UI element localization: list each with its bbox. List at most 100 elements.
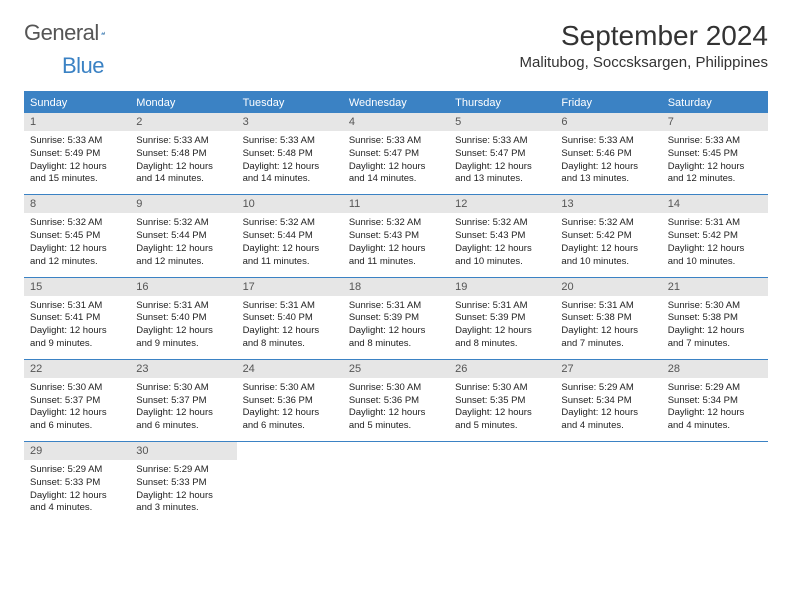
sunset-line: Sunset: 5:47 PM (455, 148, 549, 161)
daylight-line: Daylight: 12 hours and 4 minutes. (561, 407, 655, 433)
sunrise-line: Sunrise: 5:30 AM (30, 382, 124, 395)
sunset-line: Sunset: 5:40 PM (136, 312, 230, 325)
sunset-line: Sunset: 5:33 PM (30, 477, 124, 490)
sunrise-line: Sunrise: 5:33 AM (561, 135, 655, 148)
sunset-line: Sunset: 5:39 PM (349, 312, 443, 325)
day-number: 13 (555, 195, 661, 213)
day-number: 27 (555, 360, 661, 378)
sunset-line: Sunset: 5:34 PM (668, 395, 762, 408)
sunrise-line: Sunrise: 5:31 AM (668, 217, 762, 230)
sunrise-line: Sunrise: 5:33 AM (243, 135, 337, 148)
day-number: 18 (343, 278, 449, 296)
dow-header: Tuesday (237, 93, 343, 113)
daylight-line: Daylight: 12 hours and 10 minutes. (561, 243, 655, 269)
dow-row: SundayMondayTuesdayWednesdayThursdayFrid… (24, 93, 768, 113)
day-cell: Sunrise: 5:30 AMSunset: 5:35 PMDaylight:… (449, 378, 555, 441)
sunset-line: Sunset: 5:37 PM (136, 395, 230, 408)
daylight-line: Daylight: 12 hours and 13 minutes. (455, 161, 549, 187)
brand-name-1: General (24, 20, 99, 46)
sunrise-line: Sunrise: 5:32 AM (455, 217, 549, 230)
dow-header: Thursday (449, 93, 555, 113)
week-row: 1234567Sunrise: 5:33 AMSunset: 5:49 PMDa… (24, 113, 768, 195)
day-number: 15 (24, 278, 130, 296)
day-cell: Sunrise: 5:30 AMSunset: 5:36 PMDaylight:… (343, 378, 449, 441)
logo-icon (101, 25, 105, 41)
sunrise-line: Sunrise: 5:32 AM (30, 217, 124, 230)
week-row: 891011121314Sunrise: 5:32 AMSunset: 5:45… (24, 195, 768, 277)
sunset-line: Sunset: 5:43 PM (349, 230, 443, 243)
daylight-line: Daylight: 12 hours and 10 minutes. (455, 243, 549, 269)
day-number: 14 (662, 195, 768, 213)
day-cell: Sunrise: 5:32 AMSunset: 5:43 PMDaylight:… (449, 213, 555, 276)
sunrise-line: Sunrise: 5:33 AM (136, 135, 230, 148)
day-number (343, 442, 449, 460)
sunrise-line: Sunrise: 5:29 AM (30, 464, 124, 477)
week-row: 15161718192021Sunrise: 5:31 AMSunset: 5:… (24, 278, 768, 360)
day-cell (449, 460, 555, 523)
day-cell: Sunrise: 5:31 AMSunset: 5:39 PMDaylight:… (343, 296, 449, 359)
sunrise-line: Sunrise: 5:30 AM (455, 382, 549, 395)
sunrise-line: Sunrise: 5:32 AM (243, 217, 337, 230)
day-cell: Sunrise: 5:29 AMSunset: 5:33 PMDaylight:… (24, 460, 130, 523)
dow-header: Sunday (24, 93, 130, 113)
day-cell: Sunrise: 5:33 AMSunset: 5:48 PMDaylight:… (237, 131, 343, 194)
day-number: 4 (343, 113, 449, 131)
sunset-line: Sunset: 5:48 PM (243, 148, 337, 161)
sunset-line: Sunset: 5:42 PM (561, 230, 655, 243)
day-number: 17 (237, 278, 343, 296)
day-number: 6 (555, 113, 661, 131)
dow-header: Saturday (662, 93, 768, 113)
day-number (237, 442, 343, 460)
day-number: 22 (24, 360, 130, 378)
day-cell: Sunrise: 5:30 AMSunset: 5:36 PMDaylight:… (237, 378, 343, 441)
daylight-line: Daylight: 12 hours and 6 minutes. (243, 407, 337, 433)
day-cell: Sunrise: 5:32 AMSunset: 5:44 PMDaylight:… (130, 213, 236, 276)
day-number (449, 442, 555, 460)
daylight-line: Daylight: 12 hours and 7 minutes. (668, 325, 762, 351)
sunrise-line: Sunrise: 5:30 AM (243, 382, 337, 395)
daylight-line: Daylight: 12 hours and 7 minutes. (561, 325, 655, 351)
sunset-line: Sunset: 5:44 PM (243, 230, 337, 243)
sunset-line: Sunset: 5:36 PM (349, 395, 443, 408)
daylight-line: Daylight: 12 hours and 5 minutes. (349, 407, 443, 433)
day-number: 23 (130, 360, 236, 378)
sunrise-line: Sunrise: 5:30 AM (349, 382, 443, 395)
daylight-line: Daylight: 12 hours and 14 minutes. (349, 161, 443, 187)
daylight-line: Daylight: 12 hours and 4 minutes. (668, 407, 762, 433)
sunset-line: Sunset: 5:33 PM (136, 477, 230, 490)
sunrise-line: Sunrise: 5:31 AM (136, 300, 230, 313)
daylight-line: Daylight: 12 hours and 13 minutes. (561, 161, 655, 187)
day-cell: Sunrise: 5:32 AMSunset: 5:42 PMDaylight:… (555, 213, 661, 276)
sunrise-line: Sunrise: 5:31 AM (561, 300, 655, 313)
day-cell: Sunrise: 5:33 AMSunset: 5:45 PMDaylight:… (662, 131, 768, 194)
daylight-line: Daylight: 12 hours and 10 minutes. (668, 243, 762, 269)
day-cell: Sunrise: 5:33 AMSunset: 5:47 PMDaylight:… (449, 131, 555, 194)
sunrise-line: Sunrise: 5:32 AM (349, 217, 443, 230)
day-number: 26 (449, 360, 555, 378)
day-cell: Sunrise: 5:31 AMSunset: 5:42 PMDaylight:… (662, 213, 768, 276)
sunrise-line: Sunrise: 5:32 AM (561, 217, 655, 230)
sunset-line: Sunset: 5:40 PM (243, 312, 337, 325)
dow-header: Friday (555, 93, 661, 113)
sunset-line: Sunset: 5:34 PM (561, 395, 655, 408)
sunrise-line: Sunrise: 5:30 AM (668, 300, 762, 313)
sunrise-line: Sunrise: 5:33 AM (30, 135, 124, 148)
day-cell: Sunrise: 5:31 AMSunset: 5:39 PMDaylight:… (449, 296, 555, 359)
day-cell: Sunrise: 5:30 AMSunset: 5:37 PMDaylight:… (24, 378, 130, 441)
day-number: 7 (662, 113, 768, 131)
day-cell: Sunrise: 5:29 AMSunset: 5:34 PMDaylight:… (662, 378, 768, 441)
day-cell: Sunrise: 5:33 AMSunset: 5:47 PMDaylight:… (343, 131, 449, 194)
daylight-line: Daylight: 12 hours and 12 minutes. (136, 243, 230, 269)
daylight-line: Daylight: 12 hours and 9 minutes. (30, 325, 124, 351)
sunset-line: Sunset: 5:41 PM (30, 312, 124, 325)
sunrise-line: Sunrise: 5:31 AM (243, 300, 337, 313)
calendar: SundayMondayTuesdayWednesdayThursdayFrid… (24, 91, 768, 523)
day-number: 3 (237, 113, 343, 131)
day-number (662, 442, 768, 460)
day-cell: Sunrise: 5:31 AMSunset: 5:40 PMDaylight:… (237, 296, 343, 359)
daylight-line: Daylight: 12 hours and 11 minutes. (349, 243, 443, 269)
sunset-line: Sunset: 5:38 PM (561, 312, 655, 325)
dow-header: Monday (130, 93, 236, 113)
day-number: 2 (130, 113, 236, 131)
sunset-line: Sunset: 5:48 PM (136, 148, 230, 161)
